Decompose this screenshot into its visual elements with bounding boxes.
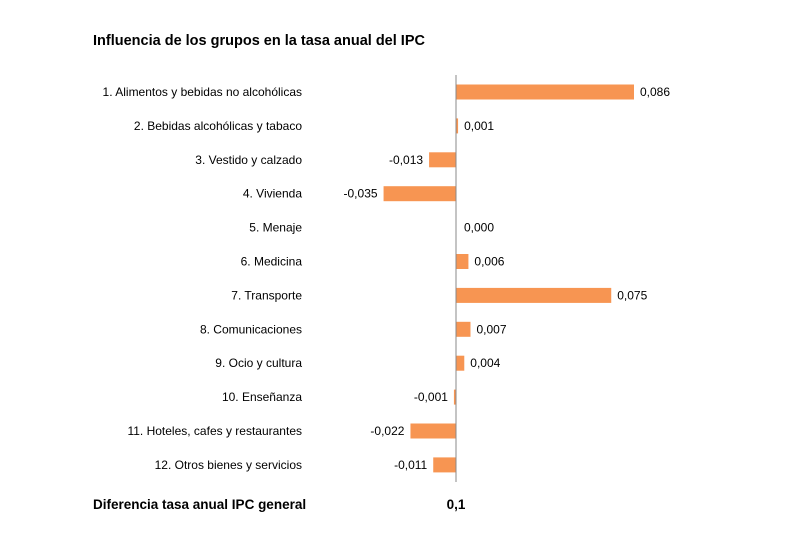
category-label: 2. Bebidas alcohólicas y tabaco [134, 119, 302, 133]
bar [456, 287, 612, 303]
data-label: -0,001 [414, 390, 448, 404]
data-label: 0,004 [470, 356, 500, 370]
bar [456, 118, 459, 134]
category-label: 8. Comunicaciones [200, 322, 302, 336]
bar [456, 254, 469, 269]
category-label: 11. Hoteles, cafes y restaurantes [127, 424, 302, 438]
data-label: 0,007 [476, 322, 506, 336]
category-label: 7. Transporte [231, 288, 302, 302]
bar [453, 389, 456, 405]
bars-layer [383, 84, 634, 473]
bar [383, 186, 456, 202]
category-label: 6. Medicina [241, 255, 303, 269]
bar [429, 152, 456, 168]
data-label: 0,006 [474, 255, 504, 269]
category-label: 3. Vestido y calzado [195, 153, 302, 167]
bar [433, 457, 456, 473]
category-label: 4. Vivienda [243, 187, 302, 201]
labels-layer: 1. Alimentos y bebidas no alcohólicas 0,0… [103, 85, 671, 472]
bar [456, 84, 634, 100]
data-label: 0,000 [464, 221, 494, 235]
data-label: -0,013 [389, 153, 423, 167]
footer-value: 0,1 [446, 497, 466, 512]
bar [410, 423, 456, 439]
bar [456, 321, 471, 337]
category-label: 5. Menaje [249, 221, 302, 235]
bar [456, 355, 465, 371]
category-label: 9. Ocio y cultura [215, 356, 302, 370]
data-label: -0,011 [394, 458, 427, 472]
data-label: 0,001 [464, 119, 494, 133]
data-label: -0,035 [344, 187, 378, 201]
data-label: -0,022 [370, 424, 404, 438]
footer-label: Diferencia tasa anual IPC general [93, 497, 307, 512]
category-label: 10. Enseñanza [222, 390, 302, 404]
category-label: 1. Alimentos y bebidas no alcohólicas [103, 85, 302, 99]
data-label: 0,086 [640, 85, 670, 99]
category-label: 12. Otros bienes y servicios [155, 458, 302, 472]
data-label: 0,075 [617, 288, 647, 302]
chart-title: Influencia de los grupos en la tasa anua… [93, 33, 425, 49]
